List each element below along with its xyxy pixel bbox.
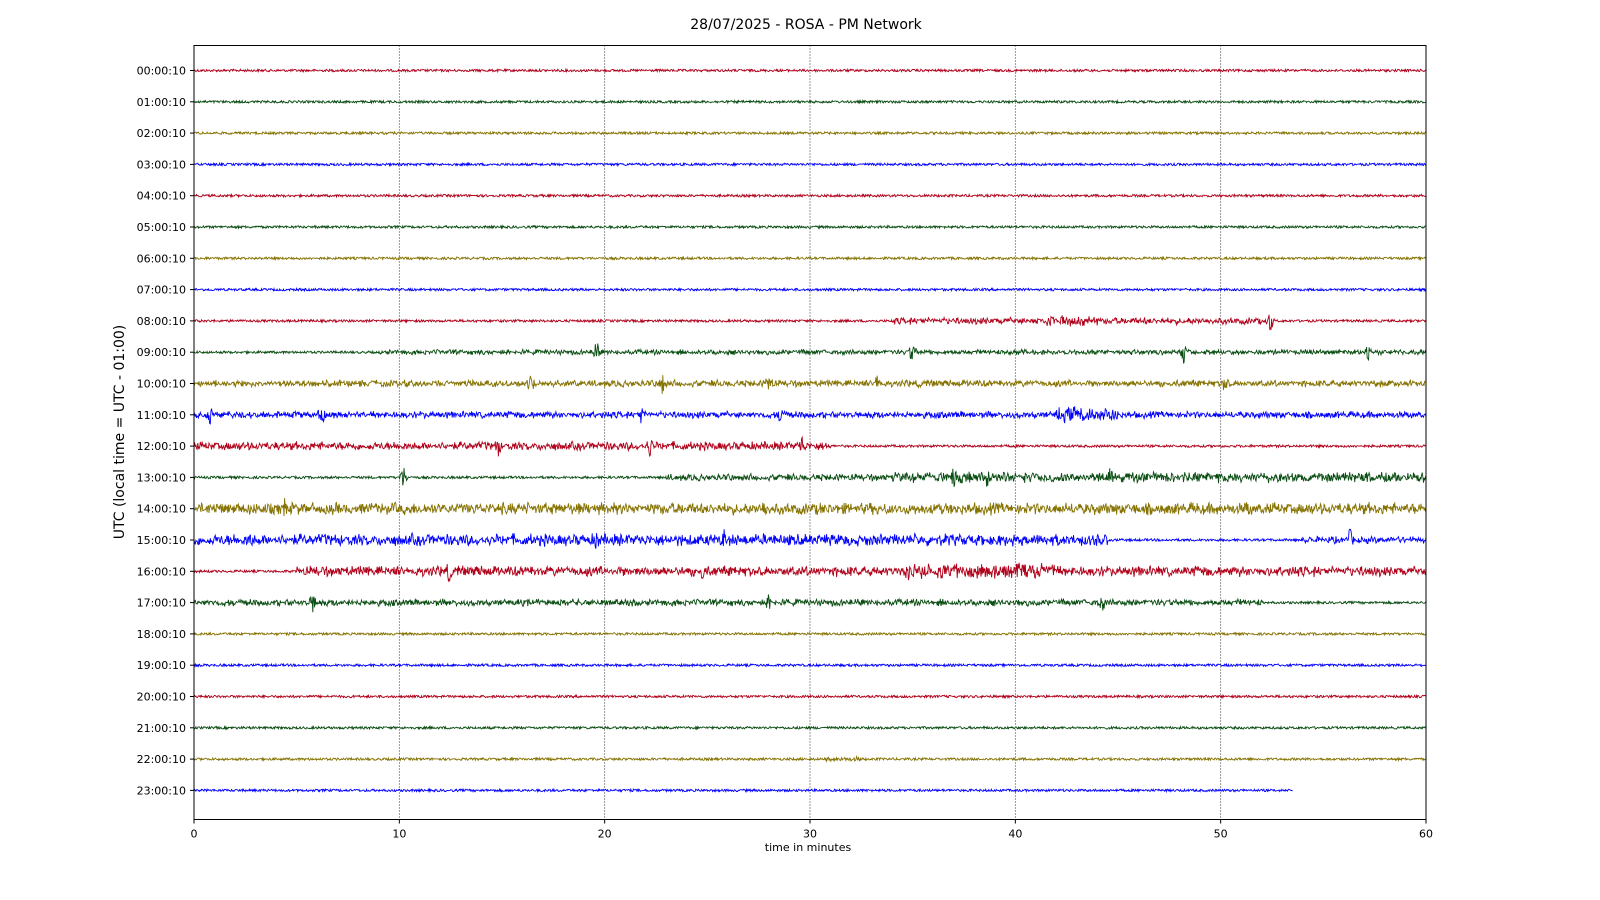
y-tick-label: 04:00:10 bbox=[137, 190, 186, 203]
y-tick-label: 17:00:10 bbox=[137, 597, 186, 610]
y-tick-label: 01:00:10 bbox=[137, 96, 186, 109]
x-tick-label: 60 bbox=[1419, 828, 1433, 841]
x-ticks: 0 10 20 30 40 50 60 bbox=[191, 819, 1433, 841]
grid-lines bbox=[398, 45, 1222, 820]
trace-line bbox=[193, 693, 1427, 700]
trace-line bbox=[193, 754, 1427, 763]
y-tick-label: 21:00:10 bbox=[137, 722, 186, 735]
y-tick-label: 06:00:10 bbox=[137, 252, 186, 265]
trace-line bbox=[193, 787, 1293, 794]
trace-line bbox=[193, 192, 1427, 199]
trace-line bbox=[193, 435, 1427, 458]
y-tick-label: 18:00:10 bbox=[137, 628, 186, 641]
trace-line bbox=[193, 594, 1427, 613]
trace-line bbox=[193, 662, 1427, 669]
y-axis-label: UTC (local time = UTC - 01:00) bbox=[112, 325, 128, 540]
traces bbox=[193, 67, 1427, 794]
y-tick-label: 11:00:10 bbox=[137, 409, 186, 422]
y-tick-label: 03:00:10 bbox=[137, 158, 186, 171]
y-tick-label: 15:00:10 bbox=[137, 534, 186, 547]
y-tick-label: 20:00:10 bbox=[137, 691, 186, 704]
x-axis-label: time in minutes bbox=[765, 841, 852, 854]
y-ticks: 00:00:10 01:00:10 02:00:10 03:00:10 04:00:10… bbox=[137, 65, 194, 797]
y-tick-label: 07:00:10 bbox=[137, 284, 186, 297]
y-tick-label: 23:00:10 bbox=[137, 784, 186, 797]
y-tick-label: 00:00:10 bbox=[137, 65, 186, 78]
trace-line bbox=[193, 130, 1427, 136]
trace-line bbox=[193, 224, 1427, 230]
y-tick-label: 13:00:10 bbox=[137, 471, 186, 484]
x-tick-label: 10 bbox=[392, 828, 406, 841]
y-tick-label: 14:00:10 bbox=[137, 503, 186, 516]
trace-line bbox=[193, 343, 1427, 364]
x-tick-label: 50 bbox=[1214, 828, 1228, 841]
trace-line bbox=[193, 725, 1427, 731]
trace-line bbox=[193, 67, 1427, 74]
y-tick-label: 16:00:10 bbox=[137, 565, 186, 578]
trace-line bbox=[193, 375, 1427, 394]
trace-line bbox=[193, 314, 1427, 331]
trace-line bbox=[193, 255, 1427, 262]
trace-line bbox=[193, 98, 1427, 105]
y-tick-label: 10:00:10 bbox=[137, 378, 186, 391]
y-tick-label: 09:00:10 bbox=[137, 346, 186, 359]
trace-line bbox=[193, 528, 1427, 549]
trace-line bbox=[193, 161, 1427, 168]
y-tick-label: 19:00:10 bbox=[137, 659, 186, 672]
x-tick-label: 30 bbox=[803, 828, 817, 841]
x-tick-label: 40 bbox=[1008, 828, 1022, 841]
trace-line bbox=[193, 562, 1427, 583]
y-tick-label: 12:00:10 bbox=[137, 440, 186, 453]
trace-line bbox=[193, 468, 1427, 487]
x-tick-label: 20 bbox=[598, 828, 612, 841]
trace-line bbox=[193, 631, 1427, 637]
y-tick-label: 22:00:10 bbox=[137, 753, 186, 766]
chart-title: 28/07/2025 - ROSA - PM Network bbox=[690, 17, 922, 33]
trace-line bbox=[193, 286, 1427, 293]
y-tick-label: 08:00:10 bbox=[137, 315, 186, 328]
trace-line bbox=[193, 406, 1427, 425]
y-tick-label: 05:00:10 bbox=[137, 221, 186, 234]
trace-line bbox=[193, 497, 1427, 517]
x-tick-label: 0 bbox=[191, 828, 198, 841]
y-tick-label: 02:00:10 bbox=[137, 127, 186, 140]
